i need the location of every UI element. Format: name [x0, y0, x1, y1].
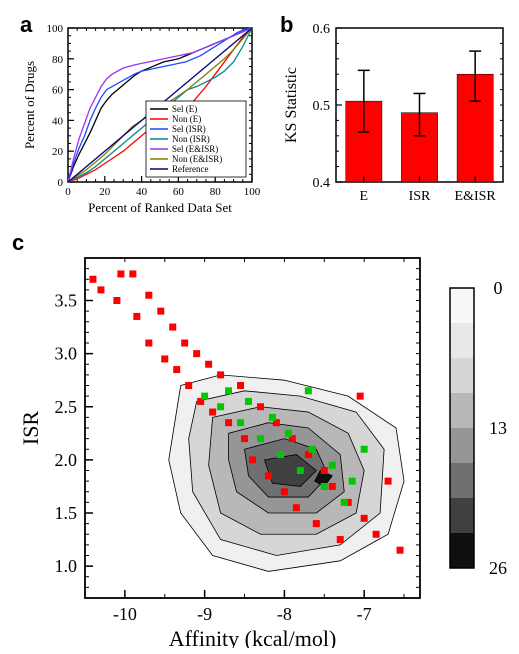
- svg-text:ISR: ISR: [18, 411, 43, 446]
- svg-text:Non (E&ISR): Non (E&ISR): [172, 154, 222, 164]
- svg-text:Sel (E&ISR): Sel (E&ISR): [172, 144, 218, 154]
- svg-text:1.5: 1.5: [55, 503, 78, 523]
- svg-text:0: 0: [65, 186, 71, 198]
- panel-c-chart: -10 -9 -8 -7 1.0 1.5 2.0 2.5 3.0 3.5 Affinity (kca…: [10, 228, 515, 648]
- svg-text:-9: -9: [197, 604, 212, 624]
- svg-text:Percent of Drugs: Percent of Drugs: [22, 61, 37, 149]
- svg-text:2.0: 2.0: [55, 450, 78, 470]
- panel-a-chart: 0 20 40 60 80 100 0 20 40 60 80 100 Percent of Ranke…: [20, 10, 260, 220]
- svg-text:0: 0: [494, 278, 503, 298]
- svg-text:40: 40: [52, 115, 64, 127]
- svg-text:13: 13: [489, 418, 507, 438]
- svg-text:E: E: [360, 189, 369, 204]
- svg-text:60: 60: [52, 85, 64, 97]
- svg-text:100: 100: [47, 23, 64, 35]
- svg-text:E&ISR: E&ISR: [455, 189, 497, 204]
- svg-text:80: 80: [210, 186, 222, 198]
- svg-text:3.0: 3.0: [55, 344, 78, 364]
- svg-text:Percent of Ranked Data Set: Percent of Ranked Data Set: [88, 200, 232, 215]
- svg-text:Non (E): Non (E): [172, 114, 201, 124]
- svg-text:40: 40: [136, 186, 148, 198]
- svg-text:80: 80: [52, 54, 64, 66]
- svg-text:-8: -8: [277, 604, 292, 624]
- svg-text:Non (ISR): Non (ISR): [172, 134, 210, 144]
- svg-text:26: 26: [489, 558, 507, 578]
- svg-text:Sel (ISR): Sel (ISR): [172, 124, 206, 134]
- svg-text:60: 60: [173, 186, 185, 198]
- svg-text:ISR: ISR: [409, 189, 431, 204]
- panel-b-chart: 0.4 0.5 0.6 E ISR E&ISR KS Statistic: [278, 10, 513, 220]
- svg-text:20: 20: [52, 146, 64, 158]
- svg-text:0.6: 0.6: [313, 22, 331, 37]
- svg-text:-10: -10: [113, 604, 137, 624]
- svg-text:0.5: 0.5: [313, 99, 331, 114]
- svg-text:Sel (E): Sel (E): [172, 104, 197, 114]
- svg-text:0.4: 0.4: [313, 176, 331, 191]
- svg-text:3.5: 3.5: [55, 291, 78, 311]
- svg-text:KS Statistic: KS Statistic: [283, 67, 300, 143]
- svg-text:Affinity (kcal/mol): Affinity (kcal/mol): [169, 626, 337, 648]
- svg-text:20: 20: [99, 186, 111, 198]
- svg-text:Reference: Reference: [172, 164, 208, 174]
- svg-text:100: 100: [244, 186, 260, 198]
- svg-text:-7: -7: [357, 604, 372, 624]
- svg-text:0: 0: [58, 177, 64, 189]
- svg-text:2.5: 2.5: [55, 397, 78, 417]
- svg-text:1.0: 1.0: [55, 556, 78, 576]
